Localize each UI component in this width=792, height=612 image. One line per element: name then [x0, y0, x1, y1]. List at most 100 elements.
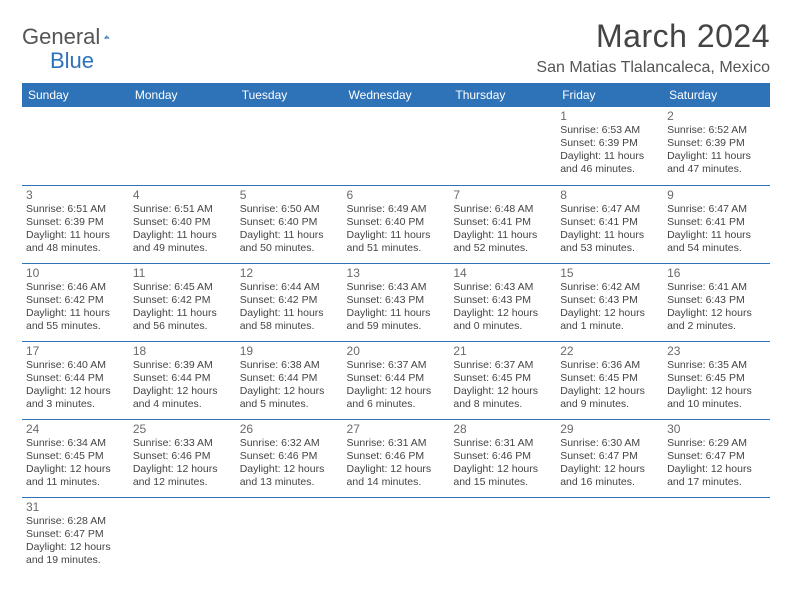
day-number: 14	[453, 266, 552, 280]
day-info: Sunrise: 6:50 AMSunset: 6:40 PMDaylight:…	[240, 203, 339, 256]
info-line: and 46 minutes.	[560, 163, 659, 176]
day-info: Sunrise: 6:44 AMSunset: 6:42 PMDaylight:…	[240, 281, 339, 334]
calendar-day: 16Sunrise: 6:41 AMSunset: 6:43 PMDayligh…	[663, 263, 770, 341]
day-info: Sunrise: 6:43 AMSunset: 6:43 PMDaylight:…	[347, 281, 446, 334]
info-line: Sunset: 6:44 PM	[133, 372, 232, 385]
info-line: Sunset: 6:42 PM	[240, 294, 339, 307]
info-line: Sunset: 6:45 PM	[560, 372, 659, 385]
info-line: Sunrise: 6:43 AM	[347, 281, 446, 294]
info-line: Sunrise: 6:43 AM	[453, 281, 552, 294]
calendar-day: 26Sunrise: 6:32 AMSunset: 6:46 PMDayligh…	[236, 419, 343, 497]
info-line: Daylight: 11 hours	[26, 307, 125, 320]
day-number: 20	[347, 344, 446, 358]
info-line: Sunrise: 6:45 AM	[133, 281, 232, 294]
day-info: Sunrise: 6:47 AMSunset: 6:41 PMDaylight:…	[667, 203, 766, 256]
day-info: Sunrise: 6:45 AMSunset: 6:42 PMDaylight:…	[133, 281, 232, 334]
info-line: Sunset: 6:41 PM	[560, 216, 659, 229]
info-line: Daylight: 11 hours	[240, 229, 339, 242]
calendar-day: 14Sunrise: 6:43 AMSunset: 6:43 PMDayligh…	[449, 263, 556, 341]
info-line: Daylight: 12 hours	[26, 541, 125, 554]
calendar-week: 24Sunrise: 6:34 AMSunset: 6:45 PMDayligh…	[22, 419, 770, 497]
day-number: 13	[347, 266, 446, 280]
info-line: Sunset: 6:39 PM	[667, 137, 766, 150]
info-line: Sunrise: 6:48 AM	[453, 203, 552, 216]
day-number: 22	[560, 344, 659, 358]
info-line: and 55 minutes.	[26, 320, 125, 333]
calendar-day: 4Sunrise: 6:51 AMSunset: 6:40 PMDaylight…	[129, 185, 236, 263]
day-header: Monday	[129, 83, 236, 107]
day-info: Sunrise: 6:51 AMSunset: 6:39 PMDaylight:…	[26, 203, 125, 256]
info-line: Sunset: 6:47 PM	[560, 450, 659, 463]
info-line: Daylight: 12 hours	[453, 463, 552, 476]
calendar-day: 20Sunrise: 6:37 AMSunset: 6:44 PMDayligh…	[343, 341, 450, 419]
calendar-day: 29Sunrise: 6:30 AMSunset: 6:47 PMDayligh…	[556, 419, 663, 497]
calendar-day: 13Sunrise: 6:43 AMSunset: 6:43 PMDayligh…	[343, 263, 450, 341]
info-line: Sunset: 6:41 PM	[667, 216, 766, 229]
info-line: Daylight: 12 hours	[347, 385, 446, 398]
calendar-empty	[236, 107, 343, 185]
brand-logo: General	[22, 24, 132, 50]
day-number: 10	[26, 266, 125, 280]
calendar-day: 5Sunrise: 6:50 AMSunset: 6:40 PMDaylight…	[236, 185, 343, 263]
info-line: Daylight: 12 hours	[453, 385, 552, 398]
day-number: 18	[133, 344, 232, 358]
day-info: Sunrise: 6:35 AMSunset: 6:45 PMDaylight:…	[667, 359, 766, 412]
info-line: Daylight: 12 hours	[347, 463, 446, 476]
info-line: Sunrise: 6:31 AM	[453, 437, 552, 450]
day-header: Wednesday	[343, 83, 450, 107]
info-line: Sunset: 6:42 PM	[133, 294, 232, 307]
info-line: and 53 minutes.	[560, 242, 659, 255]
info-line: Sunrise: 6:50 AM	[240, 203, 339, 216]
info-line: Daylight: 12 hours	[133, 463, 232, 476]
info-line: Sunrise: 6:52 AM	[667, 124, 766, 137]
calendar-week: 1Sunrise: 6:53 AMSunset: 6:39 PMDaylight…	[22, 107, 770, 185]
info-line: Sunset: 6:46 PM	[240, 450, 339, 463]
info-line: Sunrise: 6:40 AM	[26, 359, 125, 372]
info-line: Sunset: 6:44 PM	[26, 372, 125, 385]
calendar-empty	[236, 497, 343, 575]
info-line: Sunrise: 6:35 AM	[667, 359, 766, 372]
brand-word2: Blue	[50, 48, 94, 74]
day-info: Sunrise: 6:38 AMSunset: 6:44 PMDaylight:…	[240, 359, 339, 412]
calendar-day: 11Sunrise: 6:45 AMSunset: 6:42 PMDayligh…	[129, 263, 236, 341]
day-info: Sunrise: 6:41 AMSunset: 6:43 PMDaylight:…	[667, 281, 766, 334]
day-number: 7	[453, 188, 552, 202]
info-line: and 0 minutes.	[453, 320, 552, 333]
location-text: San Matias Tlalancaleca, Mexico	[536, 59, 770, 77]
info-line: Sunrise: 6:34 AM	[26, 437, 125, 450]
info-line: and 2 minutes.	[667, 320, 766, 333]
info-line: Sunrise: 6:29 AM	[667, 437, 766, 450]
calendar-empty	[129, 107, 236, 185]
info-line: Sunset: 6:46 PM	[453, 450, 552, 463]
day-number: 29	[560, 422, 659, 436]
info-line: and 5 minutes.	[240, 398, 339, 411]
calendar-empty	[556, 497, 663, 575]
info-line: Sunrise: 6:33 AM	[133, 437, 232, 450]
calendar-day: 1Sunrise: 6:53 AMSunset: 6:39 PMDaylight…	[556, 107, 663, 185]
day-number: 28	[453, 422, 552, 436]
day-info: Sunrise: 6:28 AMSunset: 6:47 PMDaylight:…	[26, 515, 125, 568]
calendar-day: 9Sunrise: 6:47 AMSunset: 6:41 PMDaylight…	[663, 185, 770, 263]
info-line: Daylight: 12 hours	[26, 463, 125, 476]
calendar-day: 7Sunrise: 6:48 AMSunset: 6:41 PMDaylight…	[449, 185, 556, 263]
info-line: Sunrise: 6:32 AM	[240, 437, 339, 450]
day-number: 12	[240, 266, 339, 280]
info-line: Daylight: 12 hours	[667, 463, 766, 476]
info-line: Sunrise: 6:39 AM	[133, 359, 232, 372]
day-number: 6	[347, 188, 446, 202]
info-line: and 4 minutes.	[133, 398, 232, 411]
info-line: Daylight: 11 hours	[667, 150, 766, 163]
info-line: and 16 minutes.	[560, 476, 659, 489]
day-info: Sunrise: 6:31 AMSunset: 6:46 PMDaylight:…	[347, 437, 446, 490]
month-title: March 2024	[536, 18, 770, 55]
info-line: and 19 minutes.	[26, 554, 125, 567]
info-line: and 12 minutes.	[133, 476, 232, 489]
info-line: Daylight: 11 hours	[560, 229, 659, 242]
info-line: and 52 minutes.	[453, 242, 552, 255]
info-line: Sunset: 6:43 PM	[347, 294, 446, 307]
info-line: Sunset: 6:45 PM	[453, 372, 552, 385]
info-line: Daylight: 11 hours	[133, 307, 232, 320]
info-line: Daylight: 12 hours	[453, 307, 552, 320]
info-line: Daylight: 11 hours	[347, 307, 446, 320]
info-line: Daylight: 11 hours	[667, 229, 766, 242]
